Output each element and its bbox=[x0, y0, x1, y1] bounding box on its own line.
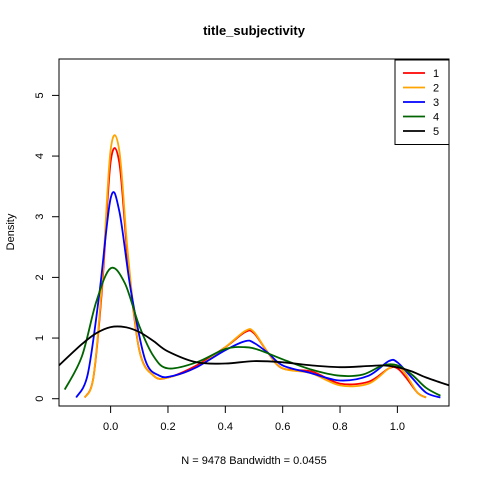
series-line-4 bbox=[63, 266, 441, 397]
legend: 1 2 3 4 5 bbox=[394, 59, 450, 145]
series-line-3 bbox=[75, 191, 441, 399]
series-line-1 bbox=[83, 147, 427, 399]
y-axis-label: Density bbox=[5, 213, 17, 250]
x-tick-label: 0.8 bbox=[332, 421, 347, 433]
y-tick-label: 2 bbox=[34, 274, 46, 280]
y-tick-label: 0 bbox=[34, 396, 46, 402]
series-layer bbox=[58, 134, 450, 399]
legend-label-1: 1 bbox=[433, 68, 439, 80]
x-axis: 0.0 0.2 0.4 0.6 0.8 1.0 bbox=[103, 405, 405, 433]
legend-label-2: 2 bbox=[433, 83, 439, 95]
x-tick-label: 1.0 bbox=[390, 421, 405, 433]
x-axis-label: N = 9478 Bandwidth = 0.0455 bbox=[181, 455, 327, 467]
x-tick-label: 0.2 bbox=[160, 421, 175, 433]
y-tick-label: 1 bbox=[34, 335, 46, 341]
y-tick-label: 3 bbox=[34, 214, 46, 220]
legend-label-3: 3 bbox=[433, 97, 439, 109]
series-line-2 bbox=[83, 134, 427, 399]
legend-label-4: 4 bbox=[433, 112, 439, 124]
plot-frame bbox=[58, 58, 450, 407]
x-tick-label: 0.4 bbox=[218, 421, 233, 433]
y-axis: 0 1 2 3 4 5 bbox=[34, 92, 60, 402]
legend-label-5: 5 bbox=[433, 126, 439, 138]
series-line-5 bbox=[58, 325, 450, 387]
x-tick-label: 0.6 bbox=[275, 421, 290, 433]
y-tick-label: 4 bbox=[34, 153, 46, 159]
chart-title: title_subjectivity bbox=[203, 23, 306, 38]
x-tick-label: 0.0 bbox=[103, 421, 118, 433]
y-tick-label: 5 bbox=[34, 92, 46, 98]
